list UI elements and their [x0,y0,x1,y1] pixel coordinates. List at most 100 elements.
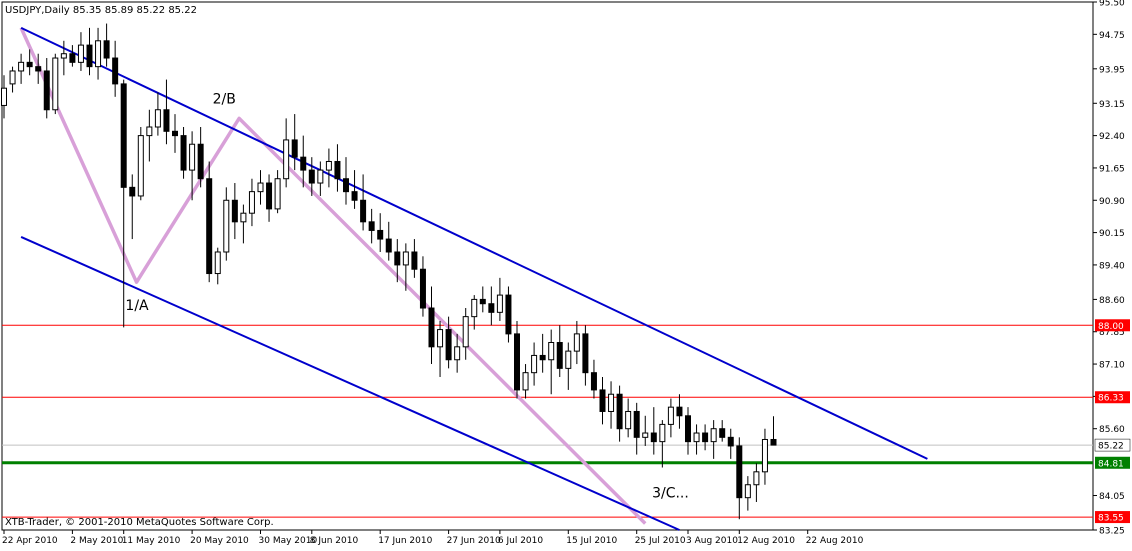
candle-body [667,406,674,425]
candle-body [248,191,255,214]
chart-title: USDJPY,Daily 85.35 85.89 85.22 85.22 [5,5,197,16]
candle-body [343,178,349,193]
price-tag-bg [1095,456,1130,469]
x-tick-label: 30 May 2010 [259,536,318,546]
candle-body [496,294,503,313]
candle-body [642,432,649,438]
candle-body [325,160,332,171]
y-tick-label: 95.50 [1099,0,1125,9]
candle-body [505,294,512,335]
candle-body [129,186,136,197]
y-tick-label: 84.05 [1099,492,1125,502]
y-tick-label: 93.15 [1099,100,1125,110]
candle-body [137,135,144,197]
candle-body [616,393,623,430]
candle-body [317,169,324,184]
x-tick-label: 20 May 2010 [190,536,249,546]
candle-body [120,83,127,188]
y-tick-label: 93.95 [1099,65,1125,75]
x-tick-label: 8 Jun 2010 [310,536,359,546]
wave-label: 2/B [213,91,236,107]
candle-body [9,70,16,85]
candle-body [394,251,401,266]
wave-pattern-line [19,27,647,525]
price-tag-bg [1094,438,1131,452]
candle-body [197,143,204,180]
candle-body [573,333,580,352]
candle-body [693,432,700,443]
candle-body [539,354,546,361]
candle-body [300,156,307,171]
price-tag-bg [1095,319,1130,332]
candle-body [154,109,161,128]
candle-body [599,389,606,412]
candle-body [411,251,418,270]
candle-body [419,268,426,309]
candle-body [283,139,290,180]
x-tick-label: 11 May 2010 [122,536,181,546]
candle-body [685,415,691,443]
candle-body [240,212,247,223]
x-tick-label: 27 Jun 2010 [447,536,501,546]
y-tick-label: 94.75 [1099,31,1125,41]
candle-body [522,372,529,391]
x-tick-label: 17 Jun 2010 [378,536,432,546]
candle-body [35,66,42,72]
price-tag-label: 84.81 [1098,459,1124,469]
x-tick-label: 3 Aug 2010 [686,536,738,546]
candle-body [548,342,555,361]
price-tag-label: 85.22 [1098,442,1124,452]
candle-body [650,432,657,443]
candle-body [488,303,495,313]
candle-body [454,346,461,361]
candle-body [95,40,102,68]
candle-body [582,333,589,374]
y-tick-label: 83.25 [1099,527,1125,537]
y-tick-label: 92.40 [1099,132,1125,142]
candle-body [462,316,469,348]
y-tick-label: 89.40 [1099,261,1125,271]
candle-body [710,428,717,443]
candle-body [625,410,632,430]
candle-body [471,298,478,318]
candle-body [206,178,213,275]
y-tick-label: 91.65 [1099,164,1125,174]
candle-body [351,191,358,201]
candle-body [736,445,743,499]
candle-body [702,432,709,443]
x-tick-label: 22 Aug 2010 [806,536,864,546]
candle-body [719,428,726,438]
candle-body [274,178,281,210]
candle-body [291,139,298,158]
candle-body [103,40,110,59]
candle-body [761,438,768,473]
candle-body [308,169,315,184]
candle-body [1,87,7,106]
candle-body [590,372,597,391]
price-tag-label: 88.00 [1098,322,1124,332]
candle-body [770,438,777,446]
candle-body [437,329,444,348]
x-tick-label: 22 Apr 2010 [2,536,58,546]
candle-body [172,130,178,137]
plot-frame [1,1,1094,531]
chart-footer: XTB-Trader, © 2001-2010 MetaQuotes Softw… [5,517,274,528]
candle-body [659,423,666,443]
price-tag-bg [1095,511,1130,524]
candle-body [189,143,196,171]
wave-label: 1/A [125,298,149,314]
y-tick-label: 85.60 [1099,425,1125,435]
candle-body [727,436,734,447]
candle-body [531,354,538,374]
candle-body [86,44,93,68]
y-tick-label: 90.15 [1099,229,1125,239]
candle-body [556,342,563,369]
candle-body [753,471,760,486]
candle-body [428,307,435,348]
candle-body [231,199,238,223]
wave-label: 3/C... [652,486,689,502]
candle-body [52,57,59,111]
candle-body [377,229,384,240]
